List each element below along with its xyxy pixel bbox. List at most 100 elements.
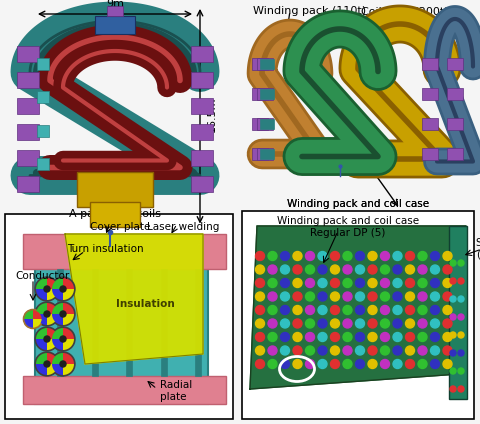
Text: 9m: 9m <box>106 0 124 9</box>
Circle shape <box>280 279 289 287</box>
Circle shape <box>393 306 402 315</box>
Circle shape <box>356 319 364 328</box>
Bar <box>95 16 135 34</box>
Circle shape <box>44 336 50 342</box>
Circle shape <box>255 265 264 274</box>
Circle shape <box>268 279 277 287</box>
Circle shape <box>443 279 452 287</box>
Circle shape <box>450 368 456 374</box>
Bar <box>252 58 268 70</box>
Circle shape <box>268 265 277 274</box>
Circle shape <box>268 360 277 368</box>
Circle shape <box>418 251 427 260</box>
Circle shape <box>343 332 352 341</box>
Circle shape <box>268 306 277 315</box>
Wedge shape <box>47 303 58 314</box>
Circle shape <box>318 306 327 315</box>
Circle shape <box>331 306 339 315</box>
Circle shape <box>343 360 352 368</box>
Wedge shape <box>52 314 63 325</box>
Wedge shape <box>52 303 63 314</box>
Wedge shape <box>47 364 58 375</box>
Circle shape <box>450 386 456 392</box>
Circle shape <box>443 251 452 260</box>
Circle shape <box>293 306 302 315</box>
Text: 16.5m: 16.5m <box>207 96 217 132</box>
Circle shape <box>418 279 427 287</box>
Circle shape <box>443 265 452 274</box>
Circle shape <box>393 360 402 368</box>
Text: Winding pack and coil case: Winding pack and coil case <box>287 199 429 209</box>
Bar <box>257 148 273 160</box>
Circle shape <box>406 306 415 315</box>
Circle shape <box>368 265 377 274</box>
Circle shape <box>431 306 440 315</box>
Bar <box>191 150 213 166</box>
Wedge shape <box>47 289 58 300</box>
Circle shape <box>331 360 339 368</box>
Wedge shape <box>36 289 47 300</box>
Circle shape <box>458 386 464 392</box>
Circle shape <box>356 306 364 315</box>
Circle shape <box>293 292 302 301</box>
Wedge shape <box>52 278 63 289</box>
Bar <box>422 118 438 130</box>
Circle shape <box>458 296 464 302</box>
Circle shape <box>393 346 402 355</box>
Text: Insulation: Insulation <box>116 299 174 309</box>
Circle shape <box>356 265 364 274</box>
Circle shape <box>293 319 302 328</box>
Circle shape <box>406 251 415 260</box>
Bar <box>37 125 49 137</box>
Circle shape <box>458 368 464 374</box>
Circle shape <box>381 319 389 328</box>
Bar <box>260 149 274 159</box>
Bar <box>242 211 474 419</box>
Wedge shape <box>52 289 63 300</box>
Wedge shape <box>63 289 74 300</box>
Circle shape <box>406 332 415 341</box>
Circle shape <box>450 314 456 320</box>
Circle shape <box>368 279 377 287</box>
Wedge shape <box>63 339 74 350</box>
Circle shape <box>418 292 427 301</box>
Bar <box>17 150 39 166</box>
Text: Winding pack (110t): Winding pack (110t) <box>253 6 367 16</box>
Circle shape <box>305 292 314 301</box>
Circle shape <box>343 319 352 328</box>
Circle shape <box>280 292 289 301</box>
Circle shape <box>431 251 440 260</box>
Circle shape <box>381 332 389 341</box>
Circle shape <box>60 311 66 317</box>
Text: Radial
plate: Radial plate <box>160 380 192 402</box>
Circle shape <box>331 265 339 274</box>
Circle shape <box>51 277 75 301</box>
Bar <box>252 88 268 100</box>
Bar <box>23 234 226 269</box>
Circle shape <box>356 346 364 355</box>
Text: A pair of TF coils: A pair of TF coils <box>69 209 161 219</box>
Bar <box>17 72 39 88</box>
Wedge shape <box>36 314 47 325</box>
Circle shape <box>255 346 264 355</box>
Circle shape <box>343 292 352 301</box>
Polygon shape <box>65 234 203 364</box>
Bar <box>422 148 438 160</box>
Circle shape <box>305 332 314 341</box>
Circle shape <box>393 265 402 274</box>
Circle shape <box>35 302 59 326</box>
Circle shape <box>431 265 440 274</box>
Circle shape <box>343 265 352 274</box>
Circle shape <box>356 292 364 301</box>
Bar <box>57 269 63 376</box>
Bar <box>447 118 463 130</box>
Circle shape <box>318 360 327 368</box>
Wedge shape <box>63 314 74 325</box>
Circle shape <box>431 360 440 368</box>
Wedge shape <box>63 303 74 314</box>
Circle shape <box>368 292 377 301</box>
Circle shape <box>318 332 327 341</box>
Bar <box>35 249 208 404</box>
Circle shape <box>35 352 59 376</box>
Circle shape <box>305 346 314 355</box>
